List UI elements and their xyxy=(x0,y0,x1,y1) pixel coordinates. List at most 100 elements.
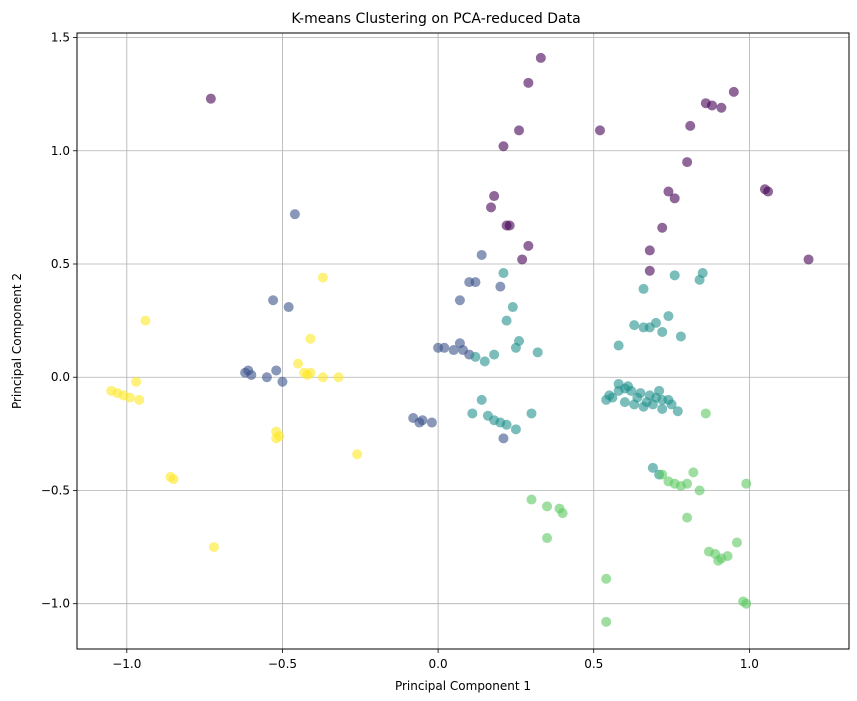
data-point-cluster-4 xyxy=(293,358,304,369)
data-point-cluster-4 xyxy=(317,372,328,383)
x-tick-label: −1.0 xyxy=(112,657,141,671)
data-point-cluster-2 xyxy=(647,462,658,473)
x-tick-label: −0.5 xyxy=(268,657,297,671)
data-point-cluster-0 xyxy=(707,100,718,111)
data-point-cluster-4 xyxy=(168,474,179,485)
data-point-cluster-1 xyxy=(240,367,251,378)
data-point-cluster-0 xyxy=(644,265,655,276)
data-point-cluster-1 xyxy=(426,417,437,428)
data-point-cluster-0 xyxy=(763,186,774,197)
data-point-cluster-0 xyxy=(498,141,509,152)
data-point-cluster-0 xyxy=(716,102,727,113)
data-point-cluster-2 xyxy=(479,356,490,367)
data-point-cluster-0 xyxy=(535,52,546,63)
data-point-cluster-3 xyxy=(700,408,711,419)
data-point-cluster-2 xyxy=(510,342,521,353)
data-point-cluster-2 xyxy=(501,315,512,326)
data-point-cluster-1 xyxy=(495,281,506,292)
data-point-cluster-2 xyxy=(613,340,624,351)
x-tick-label: 1.0 xyxy=(740,657,759,671)
data-point-cluster-3 xyxy=(601,616,612,627)
data-point-cluster-3 xyxy=(741,598,752,609)
data-point-cluster-0 xyxy=(669,193,680,204)
data-point-cluster-2 xyxy=(641,397,652,408)
data-point-cluster-0 xyxy=(489,191,500,202)
data-point-cluster-2 xyxy=(672,406,683,417)
x-tick-label: 0.0 xyxy=(429,657,448,671)
data-point-cluster-4 xyxy=(317,272,328,283)
data-point-cluster-2 xyxy=(467,408,478,419)
y-axis-label: Principal Component 2 xyxy=(10,273,24,409)
data-point-cluster-2 xyxy=(510,424,521,435)
data-point-cluster-2 xyxy=(657,403,668,414)
data-point-cluster-2 xyxy=(632,392,643,403)
data-point-cluster-2 xyxy=(501,419,512,430)
y-tick-label: 0.0 xyxy=(51,370,70,384)
data-point-cluster-2 xyxy=(507,302,518,313)
data-point-cluster-2 xyxy=(675,331,686,342)
data-point-cluster-4 xyxy=(208,542,219,553)
y-axis-ticks: −1.0 −0.5 0.0 0.5 1.0 1.5 xyxy=(41,31,77,611)
data-point-cluster-3 xyxy=(722,551,733,562)
data-point-cluster-0 xyxy=(523,77,534,88)
data-point-cluster-2 xyxy=(697,268,708,279)
data-point-cluster-0 xyxy=(504,220,515,231)
data-point-cluster-3 xyxy=(526,494,537,505)
data-point-cluster-2 xyxy=(613,385,624,396)
data-point-cluster-4 xyxy=(124,392,135,403)
data-point-cluster-3 xyxy=(542,533,553,544)
data-point-cluster-3 xyxy=(682,512,693,523)
data-point-cluster-1 xyxy=(261,372,272,383)
data-point-cluster-0 xyxy=(514,125,525,136)
data-point-cluster-2 xyxy=(476,394,487,405)
data-point-cluster-1 xyxy=(458,345,468,356)
data-point-cluster-4 xyxy=(131,376,142,387)
y-tick-label: 0.5 xyxy=(51,257,70,271)
data-point-cluster-1 xyxy=(271,365,282,376)
data-point-cluster-1 xyxy=(289,209,300,220)
data-point-cluster-3 xyxy=(713,555,724,566)
data-point-cluster-3 xyxy=(741,478,752,489)
data-point-cluster-0 xyxy=(594,125,605,136)
data-point-cluster-0 xyxy=(657,222,668,233)
data-point-cluster-2 xyxy=(651,317,661,328)
data-points xyxy=(106,52,814,627)
x-tick-label: 0.5 xyxy=(584,657,603,671)
data-point-cluster-0 xyxy=(205,93,216,104)
data-point-cluster-0 xyxy=(663,186,674,197)
data-point-cluster-4 xyxy=(271,433,282,444)
data-point-cluster-2 xyxy=(654,385,665,396)
data-point-cluster-1 xyxy=(439,342,450,353)
y-tick-label: −0.5 xyxy=(41,483,70,497)
data-point-cluster-2 xyxy=(526,408,537,419)
data-point-cluster-3 xyxy=(657,469,668,480)
grid-lines xyxy=(77,33,849,649)
y-tick-label: −1.0 xyxy=(41,597,70,611)
data-point-cluster-1 xyxy=(283,302,294,313)
data-point-cluster-0 xyxy=(523,240,534,251)
data-point-cluster-1 xyxy=(268,295,279,306)
data-point-cluster-2 xyxy=(666,399,677,410)
data-point-cluster-4 xyxy=(333,372,344,383)
data-point-cluster-2 xyxy=(470,351,481,362)
data-point-cluster-4 xyxy=(352,449,363,460)
data-point-cluster-2 xyxy=(657,326,668,337)
data-point-cluster-3 xyxy=(688,467,699,478)
data-point-cluster-1 xyxy=(476,249,487,260)
data-point-cluster-4 xyxy=(305,367,316,378)
data-point-cluster-3 xyxy=(542,501,553,512)
y-tick-label: 1.0 xyxy=(51,144,70,158)
data-point-cluster-4 xyxy=(140,315,151,326)
data-point-cluster-1 xyxy=(448,345,459,356)
data-point-cluster-1 xyxy=(498,433,509,444)
data-point-cluster-2 xyxy=(663,311,674,322)
data-point-cluster-2 xyxy=(619,397,630,408)
data-point-cluster-0 xyxy=(685,120,696,131)
data-point-cluster-3 xyxy=(682,478,693,489)
data-point-cluster-1 xyxy=(277,376,288,387)
plot-area-frame xyxy=(76,32,850,650)
data-point-cluster-0 xyxy=(644,245,655,256)
